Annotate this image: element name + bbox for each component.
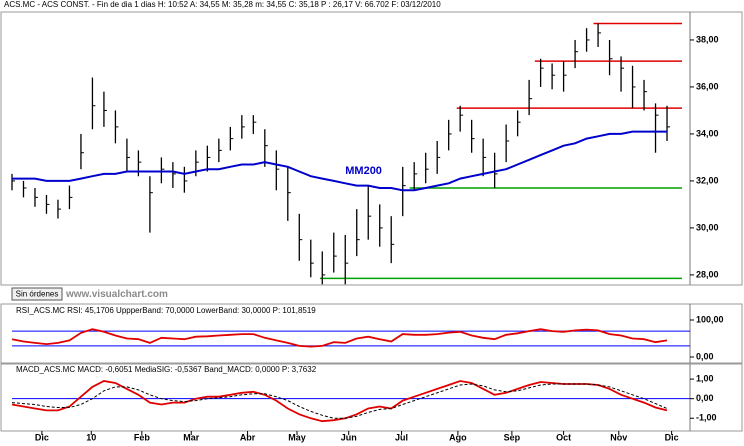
x-tick-label: Dic	[665, 432, 679, 442]
y-tick-label: 1,00	[696, 373, 714, 383]
y-tick-label: 28,00	[696, 269, 719, 279]
y-tick-label: -1,00	[696, 413, 717, 423]
site-link: www.visualchart.com	[65, 289, 168, 300]
panel-title: ACS.MC - ACS CONST. - Fin de dia 1 dias …	[4, 0, 441, 9]
x-tick-label: Mar	[183, 432, 200, 442]
x-tick-label: Ago	[449, 432, 467, 442]
y-tick-label: 100,00	[696, 314, 724, 324]
panel-frame	[0, 303, 743, 364]
x-tick-label: Abr	[240, 432, 256, 442]
y-tick-label: 0,00	[696, 393, 714, 403]
y-tick-label: 0,00	[696, 351, 714, 361]
y-tick-label: 30,00	[696, 222, 719, 232]
orders-button-label[interactable]: Sin órdenes	[16, 290, 59, 299]
x-tick-label: Feb	[134, 432, 151, 442]
x-tick-label: Nov	[610, 432, 627, 442]
y-tick-label: 32,00	[696, 175, 719, 185]
x-tick-label: Oct	[556, 432, 571, 442]
panel-frame	[0, 11, 743, 286]
series-label: MM200	[345, 165, 382, 177]
series-line	[11, 328, 668, 348]
x-tick-label: Dic	[35, 432, 49, 442]
y-tick-label: 38,00	[696, 34, 719, 44]
panel-title: MACD_ACS.MC MACD: -0,6051 MediaSIG: -0,5…	[16, 365, 317, 374]
y-tick-label: 36,00	[696, 81, 719, 91]
x-tick-label: May	[288, 432, 306, 442]
series-line	[12, 130, 667, 192]
orders-button[interactable]	[11, 287, 63, 301]
panel-frame	[0, 363, 743, 432]
x-tick-label: Jun	[341, 432, 357, 442]
x-tick-label: 10	[86, 432, 96, 442]
x-tick-label: Jul	[395, 432, 408, 442]
series-line	[11, 383, 668, 419]
x-tick-label: Sep	[504, 432, 521, 442]
panel-title: RSI_ACS.MC RSI: 45,1706 UppperBand: 70,0…	[16, 306, 316, 315]
y-tick-label: 34,00	[696, 128, 719, 138]
